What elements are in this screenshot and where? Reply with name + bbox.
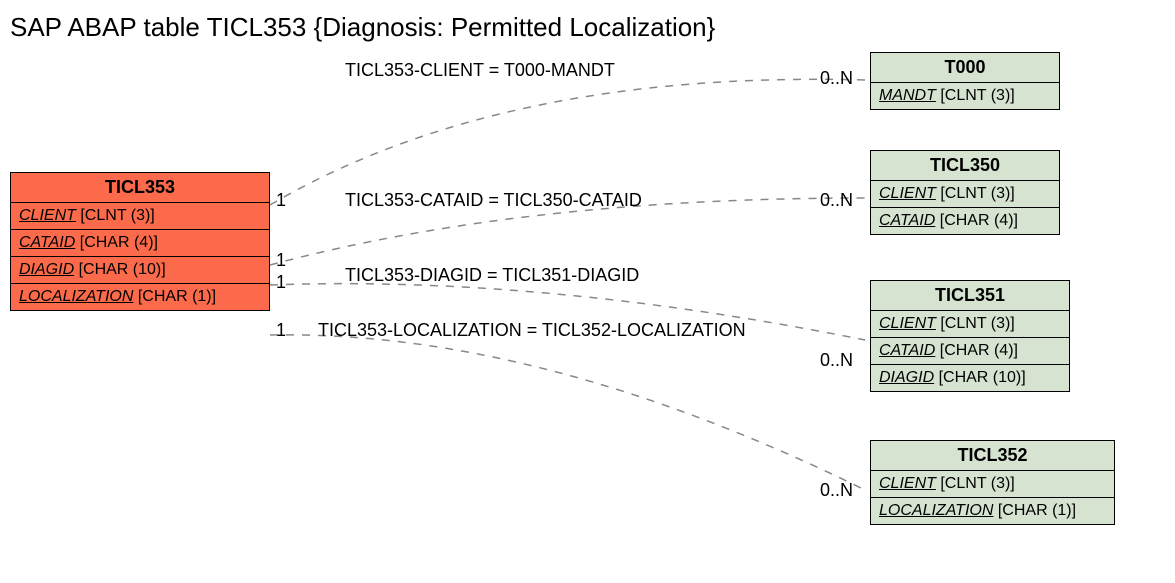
- field-name: CLIENT: [19, 207, 76, 224]
- card-left-0: 1: [276, 190, 286, 211]
- entity-ticl353: TICL353 CLIENT [CLNT (3)] CATAID [CHAR (…: [10, 172, 270, 311]
- entity-ticl352-row-0: CLIENT [CLNT (3)]: [871, 471, 1114, 498]
- card-right-0: 0..N: [820, 68, 853, 89]
- field-type: [CHAR (1)]: [138, 288, 216, 305]
- entity-ticl352-row-1: LOCALIZATION [CHAR (1)]: [871, 498, 1114, 524]
- entity-t000-header: T000: [871, 53, 1059, 83]
- field-type: [CLNT (3)]: [940, 87, 1014, 104]
- field-type: [CLNT (3)]: [940, 475, 1014, 492]
- entity-ticl353-row-3: LOCALIZATION [CHAR (1)]: [11, 284, 269, 310]
- edge-path-4: [270, 335, 865, 490]
- field-type: [CHAR (4)]: [940, 212, 1018, 229]
- field-type: [CHAR (4)]: [80, 234, 158, 251]
- edge-path-0: [270, 79, 865, 205]
- entity-ticl352: TICL352 CLIENT [CLNT (3)] LOCALIZATION […: [870, 440, 1115, 525]
- field-type: [CLNT (3)]: [80, 207, 154, 224]
- card-right-3: 0..N: [820, 350, 853, 371]
- entity-ticl352-header: TICL352: [871, 441, 1114, 471]
- field-name: DIAGID: [879, 369, 934, 386]
- card-right-1: 0..N: [820, 190, 853, 211]
- entity-ticl353-row-0: CLIENT [CLNT (3)]: [11, 203, 269, 230]
- field-name: LOCALIZATION: [879, 502, 993, 519]
- field-name: MANDT: [879, 87, 936, 104]
- entity-ticl351-row-1: CATAID [CHAR (4)]: [871, 338, 1069, 365]
- field-name: LOCALIZATION: [19, 288, 133, 305]
- field-type: [CHAR (1)]: [998, 502, 1076, 519]
- field-name: CLIENT: [879, 315, 936, 332]
- field-type: [CLNT (3)]: [940, 185, 1014, 202]
- entity-ticl353-header: TICL353: [11, 173, 269, 203]
- entity-ticl353-row-1: CATAID [CHAR (4)]: [11, 230, 269, 257]
- card-right-4: 0..N: [820, 480, 853, 501]
- entity-ticl351-row-0: CLIENT [CLNT (3)]: [871, 311, 1069, 338]
- entity-t000: T000 MANDT [CLNT (3)]: [870, 52, 1060, 110]
- diagram-title: SAP ABAP table TICL353 {Diagnosis: Permi…: [10, 12, 715, 43]
- entity-ticl350-row-1: CATAID [CHAR (4)]: [871, 208, 1059, 234]
- edge-label-1: TICL353-CATAID = TICL350-CATAID: [345, 190, 642, 211]
- card-left-3: 1: [276, 320, 286, 341]
- field-name: CATAID: [19, 234, 75, 251]
- field-type: [CHAR (4)]: [940, 342, 1018, 359]
- card-left-2: 1: [276, 272, 286, 293]
- field-name: DIAGID: [19, 261, 74, 278]
- entity-ticl350-row-0: CLIENT [CLNT (3)]: [871, 181, 1059, 208]
- entity-t000-row-0: MANDT [CLNT (3)]: [871, 83, 1059, 109]
- field-name: CATAID: [879, 342, 935, 359]
- field-type: [CLNT (3)]: [940, 315, 1014, 332]
- field-name: CLIENT: [879, 185, 936, 202]
- entity-ticl353-row-2: DIAGID [CHAR (10)]: [11, 257, 269, 284]
- card-left-1: 1: [276, 250, 286, 271]
- entity-ticl351: TICL351 CLIENT [CLNT (3)] CATAID [CHAR (…: [870, 280, 1070, 392]
- entity-ticl350-header: TICL350: [871, 151, 1059, 181]
- field-name: CATAID: [879, 212, 935, 229]
- edge-label-3: TICL353-LOCALIZATION = TICL352-LOCALIZAT…: [318, 320, 746, 341]
- field-name: CLIENT: [879, 475, 936, 492]
- field-type: [CHAR (10)]: [939, 369, 1026, 386]
- entity-ticl351-header: TICL351: [871, 281, 1069, 311]
- entity-ticl350: TICL350 CLIENT [CLNT (3)] CATAID [CHAR (…: [870, 150, 1060, 235]
- edge-label-2: TICL353-DIAGID = TICL351-DIAGID: [345, 265, 639, 286]
- entity-ticl351-row-2: DIAGID [CHAR (10)]: [871, 365, 1069, 391]
- edge-label-0: TICL353-CLIENT = T000-MANDT: [345, 60, 615, 81]
- field-type: [CHAR (10)]: [79, 261, 166, 278]
